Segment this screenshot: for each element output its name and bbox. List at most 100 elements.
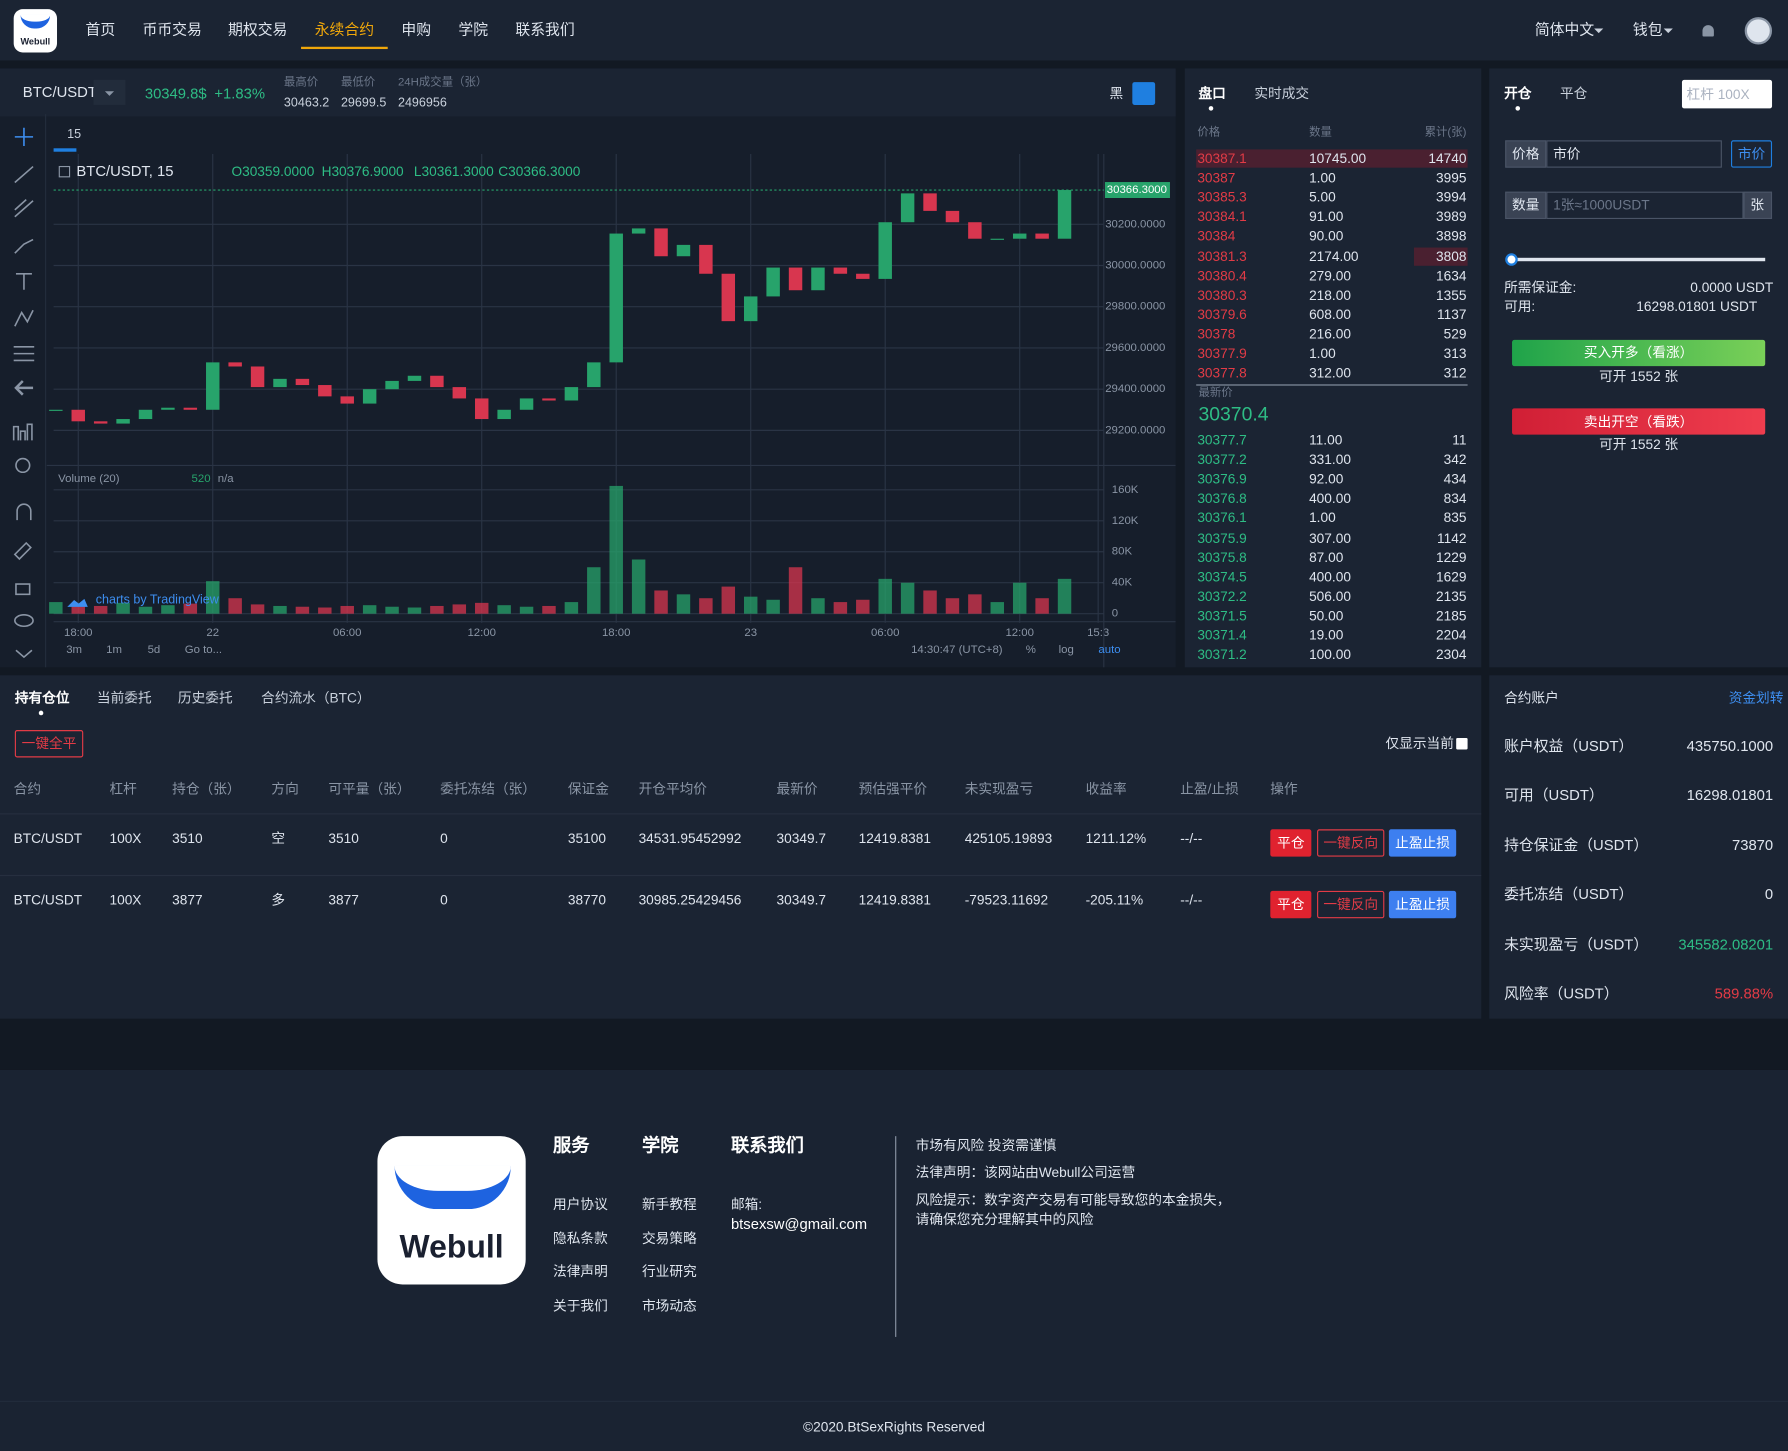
candle bbox=[1035, 233, 1049, 239]
range-button[interactable]: 1m bbox=[106, 644, 122, 656]
volume-bar bbox=[93, 605, 108, 614]
nav-item[interactable]: 申购 bbox=[401, 20, 432, 38]
account-value: 0 bbox=[1764, 885, 1774, 903]
tool-icon[interactable] bbox=[13, 345, 35, 362]
available-value: 16298.01801 USDT bbox=[1636, 298, 1758, 315]
position-action: 一键反向 bbox=[1323, 896, 1379, 913]
tool-icon[interactable] bbox=[16, 503, 32, 521]
position-action: 止盈止损 bbox=[1395, 834, 1450, 851]
amount-input[interactable] bbox=[1546, 191, 1744, 220]
footer-note: 市场有风险 投资需谨慎 bbox=[915, 1137, 1057, 1154]
ask-cell: 312 bbox=[1443, 364, 1467, 381]
position-action-button[interactable] bbox=[1388, 890, 1457, 919]
bell-icon[interactable] bbox=[1702, 25, 1714, 37]
nav-item[interactable]: 联系我们 bbox=[515, 20, 575, 38]
transfer-link[interactable]: 资金划转 bbox=[1728, 689, 1784, 706]
position-action-button[interactable] bbox=[1317, 890, 1385, 919]
goto-button[interactable]: Go to... bbox=[185, 644, 222, 656]
positions-tab[interactable]: 合约流水（BTC） bbox=[261, 689, 371, 706]
position-action: 平仓 bbox=[1277, 896, 1305, 913]
theme-toggle[interactable]: 黑 bbox=[1109, 85, 1124, 102]
nav-item[interactable]: 学院 bbox=[458, 20, 489, 38]
tool-icon[interactable] bbox=[15, 649, 33, 659]
copyright: ©2020.BtSexRights Reserved bbox=[803, 1418, 985, 1435]
tool-icon[interactable] bbox=[14, 127, 34, 147]
footer-link[interactable]: 市场动态 bbox=[641, 1297, 697, 1314]
tool-icon[interactable] bbox=[14, 199, 34, 218]
only-current-checkbox[interactable] bbox=[1456, 738, 1468, 750]
tool-icon[interactable] bbox=[15, 457, 31, 474]
symbol[interactable]: BTC/USDT bbox=[22, 83, 97, 101]
position-cell: --/-- bbox=[1180, 830, 1203, 847]
footer-link[interactable]: 关于我们 bbox=[553, 1297, 608, 1314]
range-button[interactable]: 3m bbox=[66, 644, 82, 656]
tradingview-logo bbox=[67, 598, 88, 607]
position-action-button[interactable] bbox=[1270, 890, 1312, 919]
footer-link[interactable]: 用户协议 bbox=[553, 1196, 608, 1213]
scale-option[interactable]: log bbox=[1059, 644, 1074, 656]
spread-rule bbox=[1196, 384, 1468, 386]
trade-tab[interactable]: 开仓 bbox=[1504, 85, 1532, 102]
tool-icon[interactable] bbox=[13, 541, 32, 561]
trade-tab[interactable]: 平仓 bbox=[1559, 85, 1588, 102]
positions-tab[interactable]: 持有仓位 bbox=[14, 689, 70, 706]
footer bbox=[0, 1069, 1788, 1451]
leverage-box[interactable] bbox=[1681, 79, 1773, 109]
scale-option[interactable]: auto bbox=[1098, 644, 1120, 656]
range-button[interactable]: 5d bbox=[148, 644, 161, 656]
slider-track bbox=[1510, 257, 1766, 262]
candle bbox=[183, 407, 198, 410]
price-mode-button[interactable] bbox=[1730, 140, 1773, 168]
language-menu[interactable]: 简体中文 bbox=[1534, 20, 1595, 38]
volume-bar bbox=[990, 602, 1005, 614]
orderbook-tab[interactable]: 实时成交 bbox=[1254, 85, 1310, 102]
wallet-menu[interactable]: 钱包 bbox=[1632, 20, 1663, 38]
tool-icon[interactable] bbox=[14, 165, 34, 184]
ask-cell: 1.00 bbox=[1309, 345, 1336, 362]
volume-bar bbox=[721, 586, 736, 614]
tool-icon[interactable] bbox=[14, 238, 34, 254]
ask-cell: 91.00 bbox=[1309, 208, 1344, 225]
footer-link[interactable]: 行业研究 bbox=[641, 1263, 697, 1280]
orderbook-header: 累计(张) bbox=[1424, 126, 1467, 140]
tool-icon[interactable] bbox=[12, 423, 33, 441]
tool-icon[interactable] bbox=[15, 583, 31, 596]
ask-cell: 3995 bbox=[1435, 169, 1467, 186]
positions-tab[interactable]: 历史委托 bbox=[177, 689, 233, 706]
position-action-button[interactable] bbox=[1317, 829, 1385, 857]
scale-option[interactable]: % bbox=[1026, 644, 1036, 656]
tool-icon[interactable] bbox=[14, 380, 34, 396]
available-label: 可用: bbox=[1504, 298, 1536, 315]
price-input[interactable] bbox=[1546, 140, 1722, 168]
footer-link[interactable]: 隐私条款 bbox=[553, 1230, 608, 1247]
bid-cell: 2135 bbox=[1435, 588, 1467, 605]
close-all-button[interactable] bbox=[14, 730, 84, 758]
nav-item[interactable]: 币币交易 bbox=[142, 20, 202, 38]
volume-bar bbox=[699, 598, 713, 614]
candle bbox=[340, 396, 354, 404]
footer-link[interactable]: 法律声明 bbox=[553, 1263, 608, 1280]
avatar[interactable] bbox=[1744, 17, 1773, 45]
orderbook-tab[interactable]: 盘口 bbox=[1198, 85, 1226, 102]
sell-button[interactable] bbox=[1512, 408, 1766, 435]
positions-header: 合约 bbox=[13, 781, 42, 798]
footer-link[interactable]: 新手教程 bbox=[641, 1196, 697, 1213]
bid-cell: 92.00 bbox=[1309, 471, 1344, 488]
tool-icon[interactable] bbox=[14, 309, 34, 327]
nav-item[interactable]: 期权交易 bbox=[228, 20, 288, 38]
footer-link[interactable]: 交易策略 bbox=[641, 1230, 697, 1247]
volume-bar bbox=[900, 582, 915, 614]
buy-button[interactable] bbox=[1512, 339, 1766, 367]
tool-icon[interactable] bbox=[14, 614, 34, 628]
slider-knob[interactable] bbox=[1505, 253, 1518, 266]
volume-bar bbox=[49, 602, 63, 614]
theme-switch[interactable] bbox=[1132, 82, 1156, 105]
nav-item[interactable]: 永续合约 bbox=[314, 20, 375, 38]
ask-cell: 2174.00 bbox=[1309, 247, 1359, 264]
positions-tab[interactable]: 当前委托 bbox=[96, 689, 152, 706]
tool-icon[interactable] bbox=[15, 272, 32, 290]
nav-item[interactable]: 首页 bbox=[85, 20, 116, 38]
position-action-button[interactable] bbox=[1270, 829, 1312, 857]
footer-heading: 学院 bbox=[641, 1136, 679, 1157]
position-action-button[interactable] bbox=[1388, 829, 1457, 857]
